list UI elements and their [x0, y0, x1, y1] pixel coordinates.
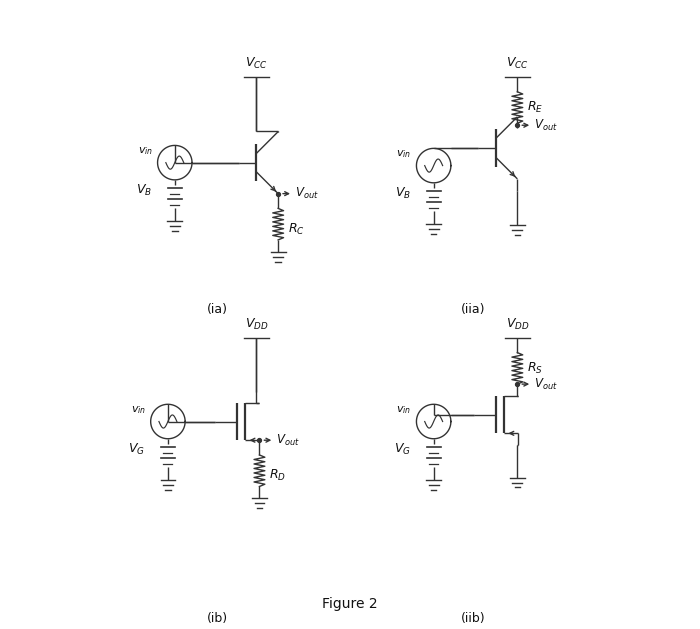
- Text: (ia): (ia): [206, 303, 228, 316]
- Text: (iia): (iia): [461, 303, 485, 316]
- Text: $V_B$: $V_B$: [136, 183, 152, 198]
- Text: $R_C$: $R_C$: [288, 221, 304, 237]
- Text: (ib): (ib): [206, 612, 228, 625]
- Text: (iib): (iib): [461, 612, 485, 625]
- Text: $V_{DD}$: $V_{DD}$: [505, 317, 529, 332]
- Text: $V_{out}$: $V_{out}$: [534, 377, 558, 392]
- Text: $V_{DD}$: $V_{DD}$: [245, 317, 268, 332]
- Text: $v_{in}$: $v_{in}$: [396, 404, 412, 416]
- Text: $V_{out}$: $V_{out}$: [295, 186, 318, 201]
- Text: $R_S$: $R_S$: [527, 361, 543, 376]
- Text: $v_{in}$: $v_{in}$: [396, 148, 412, 160]
- Text: $V_{out}$: $V_{out}$: [534, 118, 558, 133]
- Text: $V_G$: $V_G$: [394, 442, 411, 457]
- Text: $V_B$: $V_B$: [395, 186, 411, 201]
- Text: $R_D$: $R_D$: [270, 468, 286, 483]
- Text: $V_{CC}$: $V_{CC}$: [506, 56, 528, 71]
- Text: $V_{out}$: $V_{out}$: [276, 433, 300, 448]
- Text: $V_{CC}$: $V_{CC}$: [245, 56, 268, 71]
- Text: $v_{in}$: $v_{in}$: [131, 404, 146, 416]
- Text: Figure 2: Figure 2: [322, 598, 378, 611]
- Text: $R_E$: $R_E$: [527, 100, 543, 115]
- Text: $V_G$: $V_G$: [128, 442, 146, 457]
- Text: $v_{in}$: $v_{in}$: [137, 145, 153, 157]
